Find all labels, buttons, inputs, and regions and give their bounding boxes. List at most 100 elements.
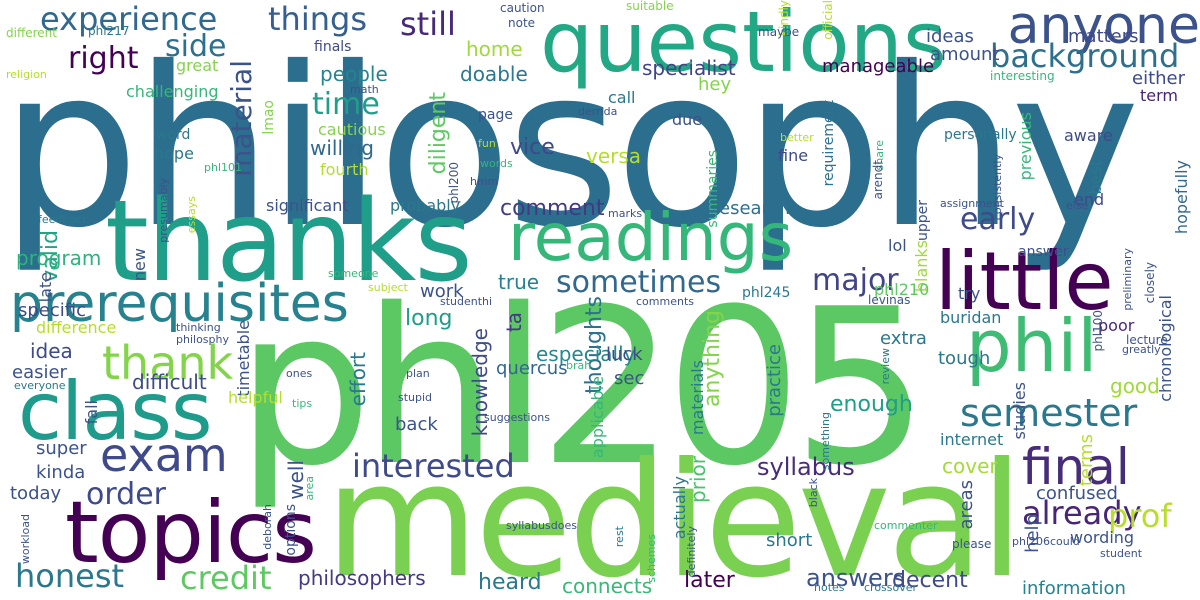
word: lecture xyxy=(1126,333,1168,347)
word: exam xyxy=(100,428,228,482)
word: maybe xyxy=(758,25,800,39)
word: presumably xyxy=(157,178,170,243)
word: manageable xyxy=(822,56,935,77)
word: brah xyxy=(566,359,592,372)
word: material xyxy=(225,60,258,177)
word: back xyxy=(395,414,438,435)
word: phl217 xyxy=(88,24,130,38)
word: helpful xyxy=(228,388,283,407)
word: buridan xyxy=(940,308,1002,327)
word: better xyxy=(780,131,814,144)
word: experience xyxy=(40,0,218,38)
word: people xyxy=(320,62,388,86)
word: versa xyxy=(586,144,642,168)
word: time xyxy=(312,87,380,122)
word: review xyxy=(879,348,892,385)
word: hmm xyxy=(470,175,499,188)
word: long xyxy=(405,306,453,331)
word: new xyxy=(130,248,149,282)
word: preliminary xyxy=(1121,248,1134,311)
word: true xyxy=(498,270,540,294)
word: schemes xyxy=(645,534,658,583)
word: upper xyxy=(915,200,931,242)
word: poor xyxy=(1098,316,1135,335)
word: feedback xyxy=(38,213,89,226)
word: information xyxy=(1022,578,1126,599)
word: wording xyxy=(1070,528,1135,547)
word: else xyxy=(1066,199,1089,212)
word: essays xyxy=(185,196,198,234)
word: previous xyxy=(1016,112,1035,181)
word: fourth xyxy=(320,160,369,179)
word: sec xyxy=(614,368,645,389)
word: phil xyxy=(966,304,1098,388)
word: page xyxy=(478,107,513,123)
word: prof xyxy=(1108,497,1172,535)
word: closely xyxy=(1143,262,1157,304)
word: due xyxy=(672,110,703,129)
word: short xyxy=(766,530,813,551)
word: either xyxy=(1132,68,1186,89)
word: super xyxy=(36,438,87,459)
word: comments xyxy=(636,295,694,308)
word: difficult xyxy=(132,370,207,394)
word: suggestions xyxy=(484,411,550,424)
word: medieval xyxy=(325,429,1024,600)
word: fun xyxy=(478,137,496,150)
word: answers xyxy=(806,564,906,592)
word: luck xyxy=(606,344,643,365)
word: philosophers xyxy=(298,566,426,590)
word: marks xyxy=(608,207,643,220)
word: options xyxy=(283,504,299,556)
word: easier xyxy=(12,362,67,383)
word: ones xyxy=(286,367,313,380)
word: black xyxy=(807,478,820,508)
word: side xyxy=(165,29,227,64)
word: derrida xyxy=(578,105,618,118)
word: phl205 xyxy=(236,262,929,513)
word: thanks xyxy=(105,177,473,307)
word: already xyxy=(1022,494,1142,532)
word: significant xyxy=(266,196,349,215)
word: answer xyxy=(1018,244,1069,260)
word: subject xyxy=(368,281,408,294)
word: word xyxy=(156,127,191,143)
word: levinas xyxy=(868,293,911,307)
word: thinking xyxy=(176,321,221,334)
word: difference xyxy=(36,318,117,337)
word: syllabusdoes xyxy=(506,519,577,532)
word: try xyxy=(958,284,981,303)
word: crossover xyxy=(864,581,918,594)
word: term xyxy=(1140,86,1178,105)
word: tips xyxy=(292,397,313,410)
word: late xyxy=(36,272,55,303)
word: class xyxy=(18,365,213,458)
word: finals xyxy=(314,39,352,55)
word: ta xyxy=(502,312,526,333)
word: commenter xyxy=(874,519,938,532)
word: work xyxy=(420,281,464,302)
word: order xyxy=(86,477,166,512)
word: vice xyxy=(510,135,555,160)
word: phl100 xyxy=(1091,310,1105,352)
word: confused xyxy=(1036,483,1118,504)
word: philosophy xyxy=(0,20,1140,276)
word: cover xyxy=(942,454,998,478)
word: matters xyxy=(1068,26,1139,47)
word: deborah xyxy=(261,504,274,550)
word: effort xyxy=(346,352,370,407)
word: good xyxy=(1110,374,1160,398)
word: phl210 xyxy=(874,280,930,299)
word: materials xyxy=(688,360,707,436)
word: program xyxy=(16,246,102,270)
word: something xyxy=(819,412,832,471)
word: note xyxy=(508,16,536,30)
word: idea xyxy=(30,339,73,363)
word: personally xyxy=(944,127,1017,143)
word: philosphy xyxy=(176,333,229,346)
word: phl200 xyxy=(447,162,461,204)
word: research xyxy=(712,198,790,219)
word: end xyxy=(1074,190,1105,209)
word: lol xyxy=(888,236,907,255)
